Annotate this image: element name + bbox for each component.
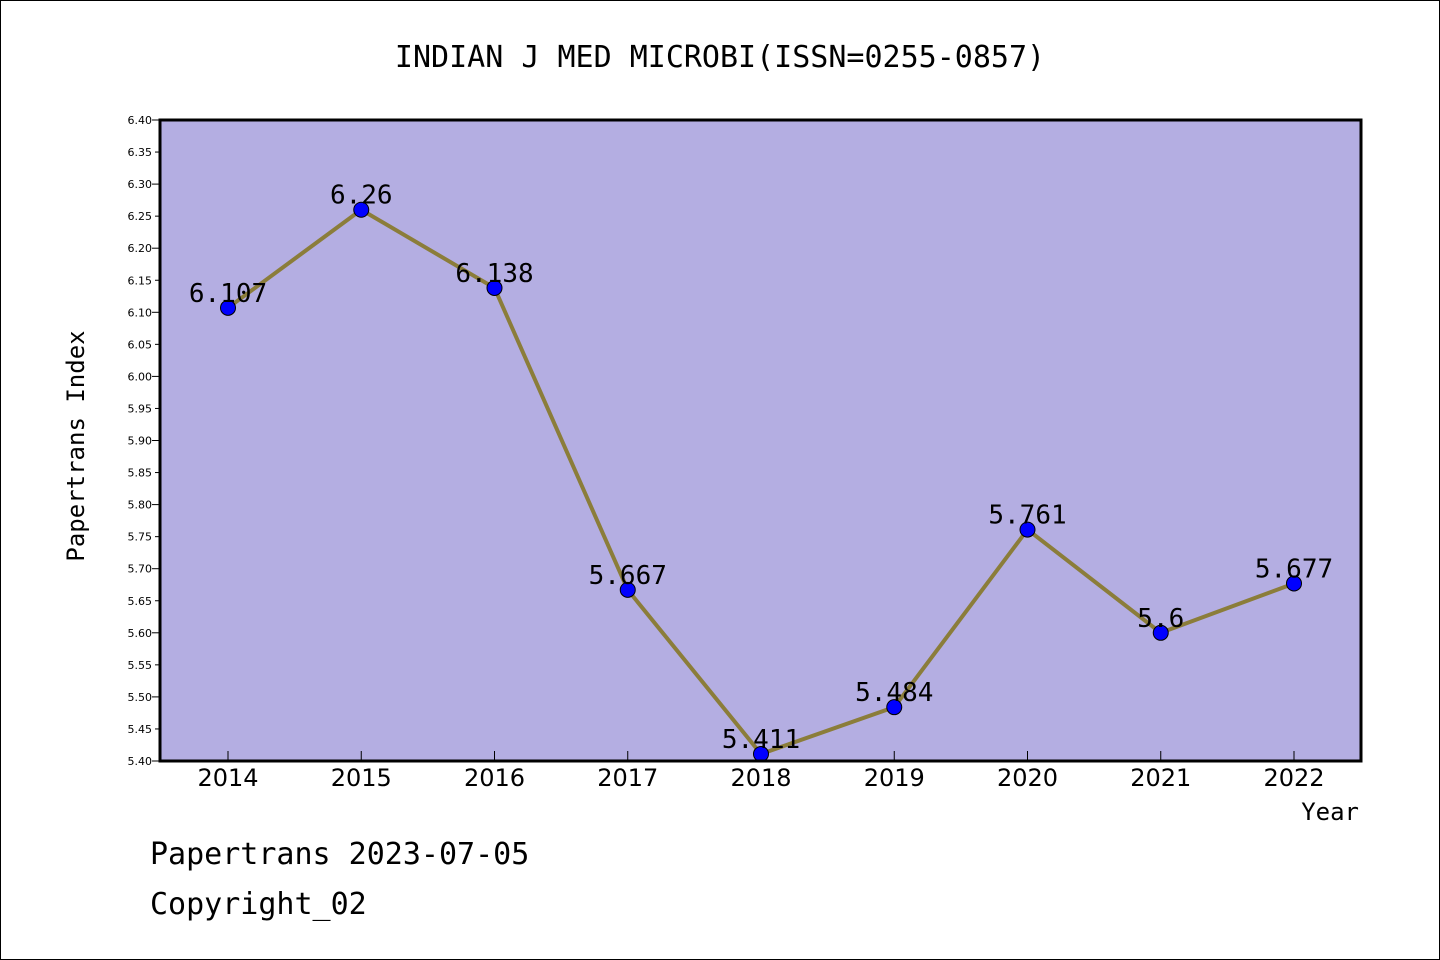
data-label: 5.761 [988,501,1066,531]
data-label: 5.484 [855,678,933,708]
y-axis-title: Papertrans Index [62,330,90,561]
chart-title: INDIAN J MED MICROBI(ISSN=0255-0857) [395,40,1045,75]
x-tick-label: 2017 [597,764,658,792]
data-label: 5.667 [589,561,667,591]
data-label: 6.26 [330,181,393,211]
x-tick-label: 2021 [1130,764,1191,792]
y-tick-label: 5.55 [128,659,153,672]
data-label: 5.411 [722,725,800,755]
x-tick-label: 2016 [464,764,525,792]
x-tick-label: 2022 [1263,764,1324,792]
y-tick-label: 6.30 [128,178,153,191]
data-point [619,581,636,598]
x-tick-label: 2015 [331,764,392,792]
y-tick-label: 5.95 [128,402,153,415]
y-tick-label: 6.35 [128,146,153,159]
y-tick-label: 5.40 [128,755,153,768]
y-tick-label: 6.25 [128,210,153,223]
data-point [1152,624,1169,641]
x-axis: 2014 2015 2016 2017 2018 2019 2020 2021 2022 [197,751,1325,792]
y-tick-label: 6.15 [128,274,153,287]
y-tick-label: 5.50 [128,691,153,704]
data-labels: 6.107 6.26 6.138 5.667 5.411 5.484 5.761 5.6 5.6… [189,181,1333,755]
data-point [353,201,370,218]
x-axis-title: Year [1301,798,1359,826]
x-tick-label: 2014 [197,764,258,792]
data-point [486,279,503,296]
data-points [220,201,1302,762]
data-label: 5.6 [1137,604,1184,634]
data-point [1286,575,1302,592]
data-label: 6.138 [455,259,533,289]
data-point [220,299,236,316]
y-tick-label: 6.10 [128,306,153,319]
data-label: 5.677 [1255,554,1333,584]
y-tick-label: 5.65 [128,595,153,608]
y-tick-label: 6.40 [128,114,153,127]
y-tick-label: 6.20 [128,242,153,255]
footer-date: Papertrans 2023-07-05 [150,837,529,872]
y-tick-label: 5.70 [128,563,153,576]
y-tick-label: 5.60 [128,627,153,640]
y-tick-label: 5.90 [128,435,153,448]
x-tick-label: 2018 [730,764,791,792]
y-tick-label: 6.05 [128,338,153,351]
y-tick-label: 5.80 [128,499,153,512]
y-tick-label: 5.85 [128,467,153,480]
y-tick-label: 5.75 [128,531,153,544]
x-tick-label: 2020 [997,764,1058,792]
footer-copyright: Copyright_02 [150,887,367,922]
y-axis: 5.40 5.45 5.50 5.55 5.60 5.65 5.70 5.75 5.80 5.85… [128,114,160,768]
y-tick-label: 6.00 [128,370,153,383]
x-tick-label: 2019 [864,764,925,792]
data-label: 6.107 [189,279,267,309]
plot-border [158,118,1363,763]
y-tick-label: 5.45 [128,723,153,736]
data-point [886,699,903,716]
data-point [1019,521,1036,538]
plot-area [160,120,1361,761]
